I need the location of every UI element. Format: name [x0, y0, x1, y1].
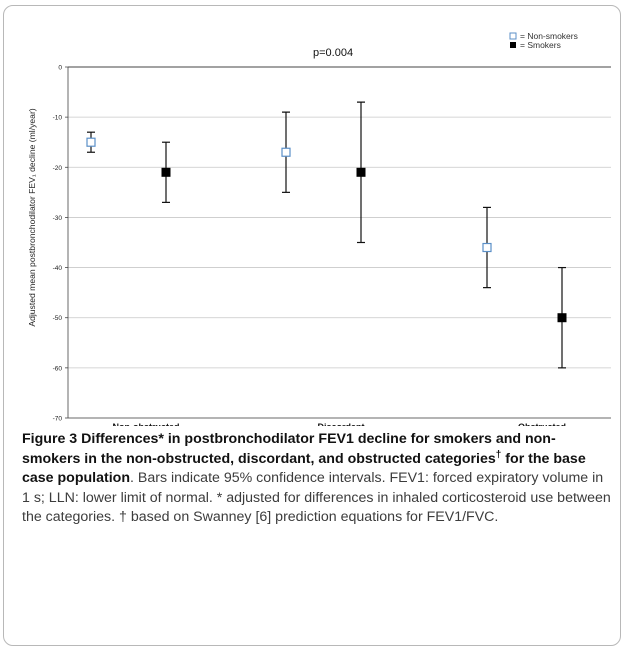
legend-marker-smokers	[510, 42, 516, 48]
legend-label: = Non-smokers	[520, 31, 578, 41]
category-label: Discordant	[317, 422, 364, 426]
y-tick-label: -40	[53, 265, 63, 272]
axes	[65, 66, 611, 419]
legend: = Non-smokers= Smokers	[509, 31, 578, 50]
legend-marker-non-smokers	[509, 32, 517, 40]
figure-caption: Figure 3 Differences* in postbronchodila…	[22, 430, 612, 528]
data-point-non-smokers	[482, 242, 492, 253]
figure-frame: 0 -10 -20 -30 -40 -50 -60 -70 Non-obstructed(LL…	[3, 5, 621, 646]
category-label: Non-obstructed	[113, 422, 180, 426]
p-value-annotation: p=0.004	[313, 47, 353, 59]
category-labels: Non-obstructed(LLN-Fixed-)Discordant(LLN…	[113, 422, 567, 426]
y-tick-label: -30	[53, 215, 63, 222]
y-tick-labels: 0 -10 -20 -30 -40 -50 -60 -70	[53, 65, 63, 423]
category-label: Obstructed	[518, 422, 566, 426]
y-tick-label: -60	[53, 365, 63, 372]
caption-title: Figure 3 Differences* in postbronchodila…	[22, 431, 586, 486]
data-point-non-smokers	[281, 147, 291, 157]
y-tick-label: 0	[58, 65, 62, 72]
grid-lines	[68, 116, 611, 419]
y-tick-label: -10	[53, 115, 63, 122]
data-point-non-smokers	[86, 137, 96, 147]
legend-label: = Smokers	[520, 40, 561, 50]
y-tick-label: -50	[53, 315, 63, 322]
y-tick-label: -70	[53, 416, 63, 423]
caption-body: . Bars indicate 95% confidence intervals…	[22, 470, 611, 525]
y-axis-label: Adjusted mean postbronchodilator FEV₁ de…	[27, 108, 37, 326]
data-point-smokers	[356, 167, 366, 177]
y-tick-label: -20	[53, 165, 63, 172]
chart: 0 -10 -20 -30 -40 -50 -60 -70 Non-obstructed(LL…	[27, 31, 611, 426]
data-point-smokers	[161, 167, 171, 177]
data-point-smokers	[557, 313, 567, 323]
data-marks	[86, 101, 567, 369]
